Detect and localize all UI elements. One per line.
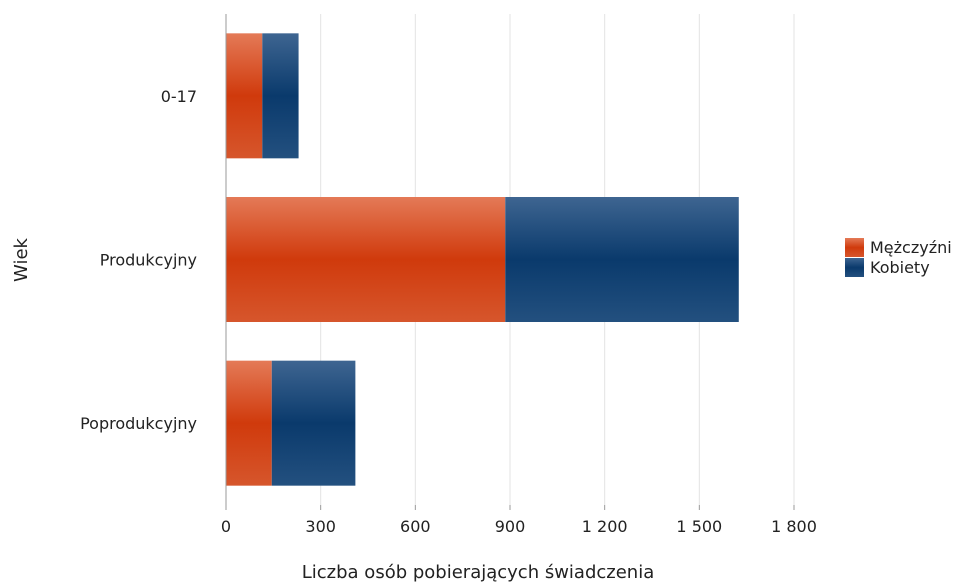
- x-tick-label: 0: [221, 517, 231, 536]
- x-tick-label: 1 800: [771, 517, 817, 536]
- legend-label: Kobiety: [870, 258, 930, 277]
- x-tick-label: 300: [305, 517, 336, 536]
- bar-segment: [226, 197, 506, 322]
- category-label: Poprodukcyjny: [80, 414, 197, 433]
- x-tick-label: 600: [400, 517, 431, 536]
- bar-segment: [505, 197, 739, 322]
- legend-swatch: [845, 258, 864, 277]
- category-label: 0-17: [161, 87, 197, 106]
- x-tick-label: 1 200: [582, 517, 628, 536]
- bars: [226, 33, 739, 486]
- bar-segment: [262, 33, 299, 159]
- x-axis-ticks: 0 300 600 900 1 200 1 500 1 800: [221, 505, 817, 536]
- x-tick-label: 1 500: [676, 517, 722, 536]
- category-label: Produkcyjny: [100, 251, 197, 270]
- bar-segment: [226, 360, 272, 486]
- x-tick-label: 900: [495, 517, 526, 536]
- x-axis-title: Liczba osób pobierających świadczenia: [302, 562, 655, 583]
- legend-label: Mężczyźni: [870, 238, 952, 257]
- bar-segment: [271, 360, 356, 486]
- y-axis-title: Wiek: [11, 237, 32, 281]
- bar-segment: [226, 33, 263, 159]
- y-axis-categories: 0-17 Produkcyjny Poprodukcyjny: [80, 87, 197, 433]
- legend-swatch: [845, 238, 864, 257]
